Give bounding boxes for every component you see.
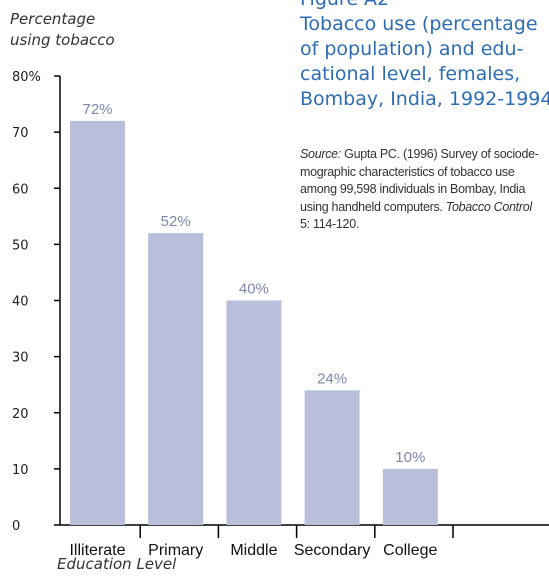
- figure-title-block: Figure A2 Tobacco use (percentage of pop…: [300, 0, 549, 112]
- data-label: 40%: [239, 281, 269, 298]
- data-label: 52%: [161, 213, 191, 230]
- source-text: Gupta PC. (1996) Survey of sociode- mogr…: [300, 147, 539, 214]
- x-tick-label: Middle: [230, 542, 277, 559]
- bar-college: [382, 468, 438, 525]
- y-tick-label: 80%: [12, 70, 41, 85]
- chart-title: Tobacco use (percentage of population) a…: [300, 13, 549, 110]
- bar-middle: [226, 300, 282, 525]
- source-prefix: Source:: [300, 147, 341, 161]
- y-tick-label: 20: [12, 407, 29, 422]
- data-label: 72%: [82, 101, 112, 118]
- y-tick-label: 50: [12, 238, 29, 253]
- y-axis-label: Percentage using tobacco: [10, 10, 115, 49]
- bar-primary: [148, 233, 204, 525]
- source-journal: Tobacco Control: [445, 199, 532, 214]
- x-tick-label: Primary: [148, 542, 203, 559]
- y-tick-label: 10: [12, 463, 29, 478]
- data-label: 10%: [395, 449, 425, 466]
- x-axis-label: Education Level: [57, 555, 177, 573]
- data-label: 24%: [317, 370, 347, 387]
- y-tick-label: 70: [12, 126, 29, 141]
- figure-label: Figure A2: [300, 0, 549, 12]
- x-tick-label: Illiterate: [69, 542, 125, 559]
- x-tick-label: College: [383, 542, 437, 559]
- bar-secondary: [304, 390, 360, 525]
- source-citation: 5: 114-120.: [300, 217, 360, 231]
- source-note: Source: Gupta PC. (1996) Survey of socio…: [300, 146, 549, 234]
- bar-illiterate: [70, 120, 125, 526]
- x-tick-label: Secondary: [294, 542, 371, 559]
- y-tick-label: 40: [12, 295, 29, 310]
- y-tick-label: 60: [12, 182, 29, 197]
- y-tick-label: 0: [12, 519, 20, 534]
- y-tick-label: 30: [12, 351, 29, 366]
